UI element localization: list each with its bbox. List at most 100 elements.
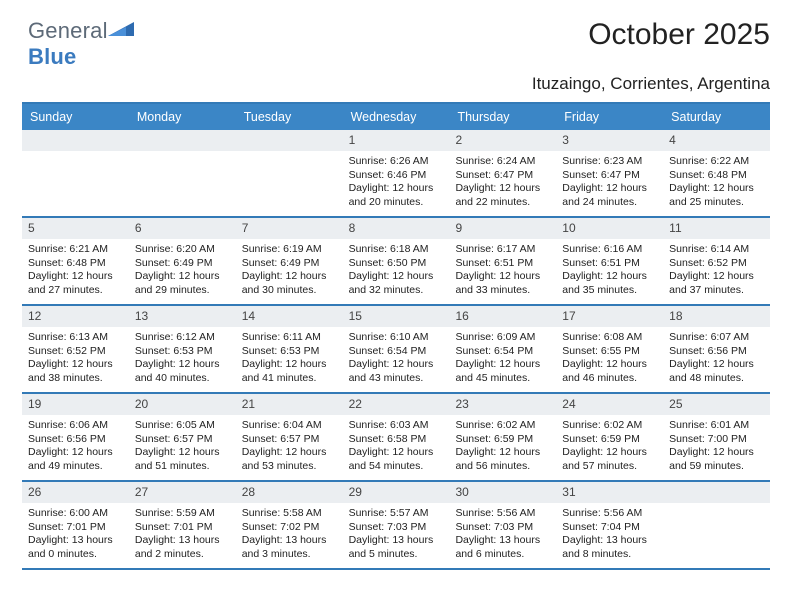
sunset-line: Sunset: 6:48 PM bbox=[669, 169, 764, 182]
date-number: 2 bbox=[449, 130, 556, 151]
day-cell: 16Sunrise: 6:09 AMSunset: 6:54 PMDayligh… bbox=[449, 306, 556, 392]
sunrise-line: Sunrise: 6:20 AM bbox=[135, 243, 230, 256]
daylight-line-1: Daylight: 12 hours bbox=[562, 182, 657, 195]
sunset-line: Sunset: 6:56 PM bbox=[669, 345, 764, 358]
daylight-line-2: and 2 minutes. bbox=[135, 548, 230, 561]
location-text: Ituzaingo, Corrientes, Argentina bbox=[22, 74, 770, 94]
day-cell-body: Sunrise: 6:06 AMSunset: 6:56 PMDaylight:… bbox=[22, 415, 129, 479]
day-cell: 4Sunrise: 6:22 AMSunset: 6:48 PMDaylight… bbox=[663, 130, 770, 216]
title-block: October 2025 bbox=[588, 18, 770, 52]
date-number: 3 bbox=[556, 130, 663, 151]
day-header: Sunday bbox=[22, 104, 129, 130]
day-cell-body: Sunrise: 6:09 AMSunset: 6:54 PMDaylight:… bbox=[449, 327, 556, 391]
date-number: 15 bbox=[343, 306, 450, 327]
week-row: 19Sunrise: 6:06 AMSunset: 6:56 PMDayligh… bbox=[22, 394, 770, 482]
sunset-line: Sunset: 7:01 PM bbox=[135, 521, 230, 534]
daylight-line-2: and 46 minutes. bbox=[562, 372, 657, 385]
day-header: Friday bbox=[556, 104, 663, 130]
daylight-line-1: Daylight: 12 hours bbox=[28, 358, 123, 371]
day-cell: 5Sunrise: 6:21 AMSunset: 6:48 PMDaylight… bbox=[22, 218, 129, 304]
daylight-line-2: and 56 minutes. bbox=[455, 460, 550, 473]
day-cell bbox=[236, 130, 343, 216]
day-cell bbox=[663, 482, 770, 568]
sunrise-line: Sunrise: 6:14 AM bbox=[669, 243, 764, 256]
daylight-line-1: Daylight: 12 hours bbox=[135, 446, 230, 459]
daylight-line-2: and 41 minutes. bbox=[242, 372, 337, 385]
daylight-line-2: and 53 minutes. bbox=[242, 460, 337, 473]
day-cell-body: Sunrise: 6:02 AMSunset: 6:59 PMDaylight:… bbox=[556, 415, 663, 479]
daylight-line-1: Daylight: 12 hours bbox=[28, 270, 123, 283]
daylight-line-2: and 37 minutes. bbox=[669, 284, 764, 297]
day-cell: 20Sunrise: 6:05 AMSunset: 6:57 PMDayligh… bbox=[129, 394, 236, 480]
daylight-line-1: Daylight: 12 hours bbox=[669, 358, 764, 371]
sunrise-line: Sunrise: 6:06 AM bbox=[28, 419, 123, 432]
date-number: 28 bbox=[236, 482, 343, 503]
day-cell-body bbox=[22, 151, 129, 161]
day-cell-body: Sunrise: 6:11 AMSunset: 6:53 PMDaylight:… bbox=[236, 327, 343, 391]
date-number: 23 bbox=[449, 394, 556, 415]
sunrise-line: Sunrise: 6:09 AM bbox=[455, 331, 550, 344]
daylight-line-2: and 49 minutes. bbox=[28, 460, 123, 473]
day-cell-body: Sunrise: 6:14 AMSunset: 6:52 PMDaylight:… bbox=[663, 239, 770, 303]
daylight-line-1: Daylight: 12 hours bbox=[455, 182, 550, 195]
day-cell-body: Sunrise: 6:21 AMSunset: 6:48 PMDaylight:… bbox=[22, 239, 129, 303]
daylight-line-2: and 6 minutes. bbox=[455, 548, 550, 561]
daylight-line-2: and 51 minutes. bbox=[135, 460, 230, 473]
day-cell: 3Sunrise: 6:23 AMSunset: 6:47 PMDaylight… bbox=[556, 130, 663, 216]
sunrise-line: Sunrise: 5:56 AM bbox=[455, 507, 550, 520]
day-cell-body: Sunrise: 5:59 AMSunset: 7:01 PMDaylight:… bbox=[129, 503, 236, 567]
sunset-line: Sunset: 7:01 PM bbox=[28, 521, 123, 534]
date-number: 31 bbox=[556, 482, 663, 503]
date-number: 30 bbox=[449, 482, 556, 503]
day-cell-body: Sunrise: 6:12 AMSunset: 6:53 PMDaylight:… bbox=[129, 327, 236, 391]
sunset-line: Sunset: 6:53 PM bbox=[135, 345, 230, 358]
sunset-line: Sunset: 6:48 PM bbox=[28, 257, 123, 270]
daylight-line-2: and 30 minutes. bbox=[242, 284, 337, 297]
date-number: 8 bbox=[343, 218, 450, 239]
sunset-line: Sunset: 6:56 PM bbox=[28, 433, 123, 446]
day-cell: 10Sunrise: 6:16 AMSunset: 6:51 PMDayligh… bbox=[556, 218, 663, 304]
date-number: 27 bbox=[129, 482, 236, 503]
sunrise-line: Sunrise: 6:13 AM bbox=[28, 331, 123, 344]
daylight-line-2: and 8 minutes. bbox=[562, 548, 657, 561]
sunset-line: Sunset: 6:51 PM bbox=[562, 257, 657, 270]
day-cell-body: Sunrise: 5:58 AMSunset: 7:02 PMDaylight:… bbox=[236, 503, 343, 567]
date-number: 25 bbox=[663, 394, 770, 415]
date-number: 11 bbox=[663, 218, 770, 239]
sunset-line: Sunset: 7:04 PM bbox=[562, 521, 657, 534]
day-cell: 9Sunrise: 6:17 AMSunset: 6:51 PMDaylight… bbox=[449, 218, 556, 304]
day-cell: 22Sunrise: 6:03 AMSunset: 6:58 PMDayligh… bbox=[343, 394, 450, 480]
date-number: 18 bbox=[663, 306, 770, 327]
daylight-line-1: Daylight: 12 hours bbox=[242, 358, 337, 371]
day-cell-body: Sunrise: 6:13 AMSunset: 6:52 PMDaylight:… bbox=[22, 327, 129, 391]
daylight-line-2: and 29 minutes. bbox=[135, 284, 230, 297]
daylight-line-1: Daylight: 13 hours bbox=[242, 534, 337, 547]
daylight-line-1: Daylight: 12 hours bbox=[669, 270, 764, 283]
sunset-line: Sunset: 6:52 PM bbox=[669, 257, 764, 270]
date-number: 24 bbox=[556, 394, 663, 415]
sunset-line: Sunset: 6:54 PM bbox=[349, 345, 444, 358]
date-number: 5 bbox=[22, 218, 129, 239]
day-cell-body: Sunrise: 6:17 AMSunset: 6:51 PMDaylight:… bbox=[449, 239, 556, 303]
sunset-line: Sunset: 6:57 PM bbox=[135, 433, 230, 446]
sunrise-line: Sunrise: 6:02 AM bbox=[455, 419, 550, 432]
day-cell-body: Sunrise: 6:10 AMSunset: 6:54 PMDaylight:… bbox=[343, 327, 450, 391]
sunrise-line: Sunrise: 6:04 AM bbox=[242, 419, 337, 432]
week-row: 12Sunrise: 6:13 AMSunset: 6:52 PMDayligh… bbox=[22, 306, 770, 394]
date-number: 7 bbox=[236, 218, 343, 239]
day-cell-body: Sunrise: 6:16 AMSunset: 6:51 PMDaylight:… bbox=[556, 239, 663, 303]
daylight-line-2: and 43 minutes. bbox=[349, 372, 444, 385]
date-number bbox=[22, 130, 129, 151]
day-header: Saturday bbox=[663, 104, 770, 130]
week-row: 26Sunrise: 6:00 AMSunset: 7:01 PMDayligh… bbox=[22, 482, 770, 570]
sunset-line: Sunset: 6:53 PM bbox=[242, 345, 337, 358]
daylight-line-2: and 25 minutes. bbox=[669, 196, 764, 209]
date-number: 12 bbox=[22, 306, 129, 327]
sunrise-line: Sunrise: 6:18 AM bbox=[349, 243, 444, 256]
daylight-line-1: Daylight: 12 hours bbox=[242, 446, 337, 459]
daylight-line-1: Daylight: 12 hours bbox=[349, 446, 444, 459]
daylight-line-1: Daylight: 12 hours bbox=[669, 182, 764, 195]
date-number: 19 bbox=[22, 394, 129, 415]
sunrise-line: Sunrise: 6:26 AM bbox=[349, 155, 444, 168]
day-cell: 26Sunrise: 6:00 AMSunset: 7:01 PMDayligh… bbox=[22, 482, 129, 568]
